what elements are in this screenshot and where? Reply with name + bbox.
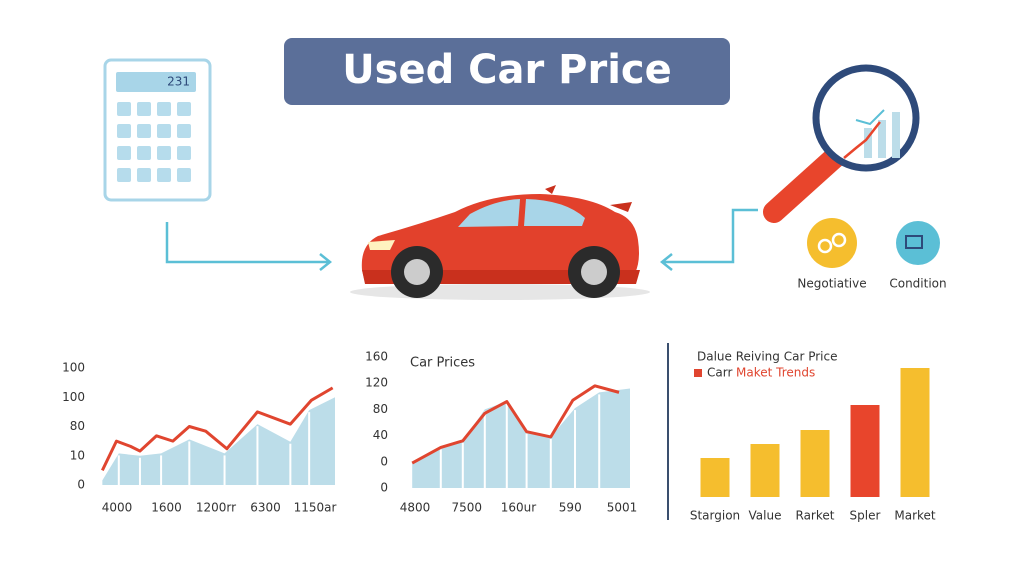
x-tick-label: Market — [894, 509, 936, 523]
calculator-key — [157, 168, 171, 182]
x-tick-label: 1150ar — [294, 501, 337, 515]
legend-label: Maket Trends — [736, 366, 815, 380]
y-tick-label: 10 — [70, 448, 85, 462]
calculator-key — [117, 124, 131, 138]
y-tick-label: 0 — [380, 454, 388, 468]
y-tick-label: 100 — [62, 361, 85, 375]
y-tick-label: 80 — [373, 402, 388, 416]
x-tick-label: 1600 — [151, 501, 182, 515]
bar — [850, 405, 880, 497]
y-tick-label: 40 — [373, 428, 388, 442]
calculator-key — [117, 102, 131, 116]
calculator-key — [177, 146, 191, 160]
chart-title: Car Prices — [410, 356, 475, 371]
icon-ring — [817, 238, 833, 254]
y-tick-label: 100 — [62, 390, 85, 404]
x-tick-label: 7500 — [451, 501, 482, 515]
calculator-key — [157, 124, 171, 138]
calculator-key — [137, 102, 151, 116]
arrows — [165, 208, 758, 271]
x-tick-label: Rarket — [796, 509, 835, 523]
legend-prefix: Carr — [707, 366, 732, 380]
y-tick-label: 120 — [365, 376, 388, 390]
icon-truck — [905, 235, 923, 249]
y-tick-label: 0 — [77, 478, 85, 492]
x-tick-label: 4800 — [400, 501, 431, 515]
icon-label: Negotiative — [797, 277, 866, 291]
x-tick-label: Stargion — [690, 509, 740, 523]
calculator-key — [177, 124, 191, 138]
magnifier — [763, 64, 920, 223]
x-tick-label: 5001 — [607, 501, 638, 515]
x-tick-label: Value — [749, 509, 782, 523]
price-line — [411, 384, 620, 465]
calculator-key — [117, 146, 131, 160]
x-tick-label: 6300 — [250, 501, 281, 515]
x-tick-label: 160ur — [501, 501, 537, 515]
calculator — [103, 58, 212, 202]
car — [350, 185, 650, 300]
condition-icon — [896, 221, 940, 265]
bar — [800, 430, 830, 497]
calculator-key — [137, 168, 151, 182]
bar — [700, 458, 730, 497]
title-box — [284, 38, 730, 105]
calculator-key — [157, 146, 171, 160]
icon-label: Condition — [889, 277, 946, 291]
calculator-key — [137, 146, 151, 160]
negotiation-icon — [807, 218, 857, 268]
price-line — [100, 386, 334, 472]
legend-swatch — [694, 369, 702, 377]
calculator-key — [117, 168, 131, 182]
icon-ring — [831, 232, 847, 248]
title: Used Car Price — [342, 47, 672, 93]
y-tick-label: 160 — [365, 350, 388, 364]
x-tick-label: Spler — [850, 509, 881, 523]
x-tick-label: 590 — [559, 501, 582, 515]
calculator-key — [177, 102, 191, 116]
chart-title: Dalue Reiving Car Price — [697, 350, 837, 364]
calculator-key — [157, 102, 171, 116]
calculator-display: 231 — [167, 75, 190, 89]
bar — [900, 368, 930, 497]
x-tick-label: 4000 — [102, 501, 133, 515]
bar — [750, 444, 780, 497]
calculator-key — [177, 168, 191, 182]
calculator-key — [137, 124, 151, 138]
y-tick-label: 0 — [380, 481, 388, 495]
x-tick-label: 1200rr — [196, 501, 236, 515]
y-tick-label: 80 — [70, 419, 85, 433]
